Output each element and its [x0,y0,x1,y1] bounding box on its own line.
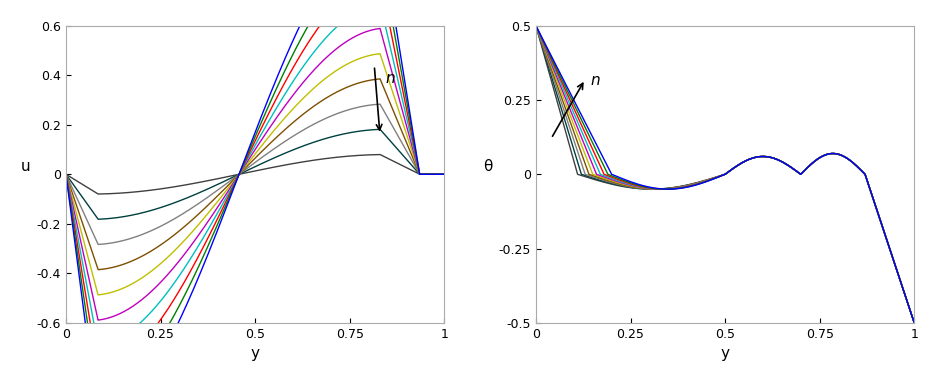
Text: n: n [386,71,395,86]
Y-axis label: u: u [21,159,30,174]
X-axis label: y: y [251,346,259,361]
X-axis label: y: y [720,346,730,361]
Y-axis label: θ: θ [483,159,492,174]
Text: n: n [591,73,600,88]
